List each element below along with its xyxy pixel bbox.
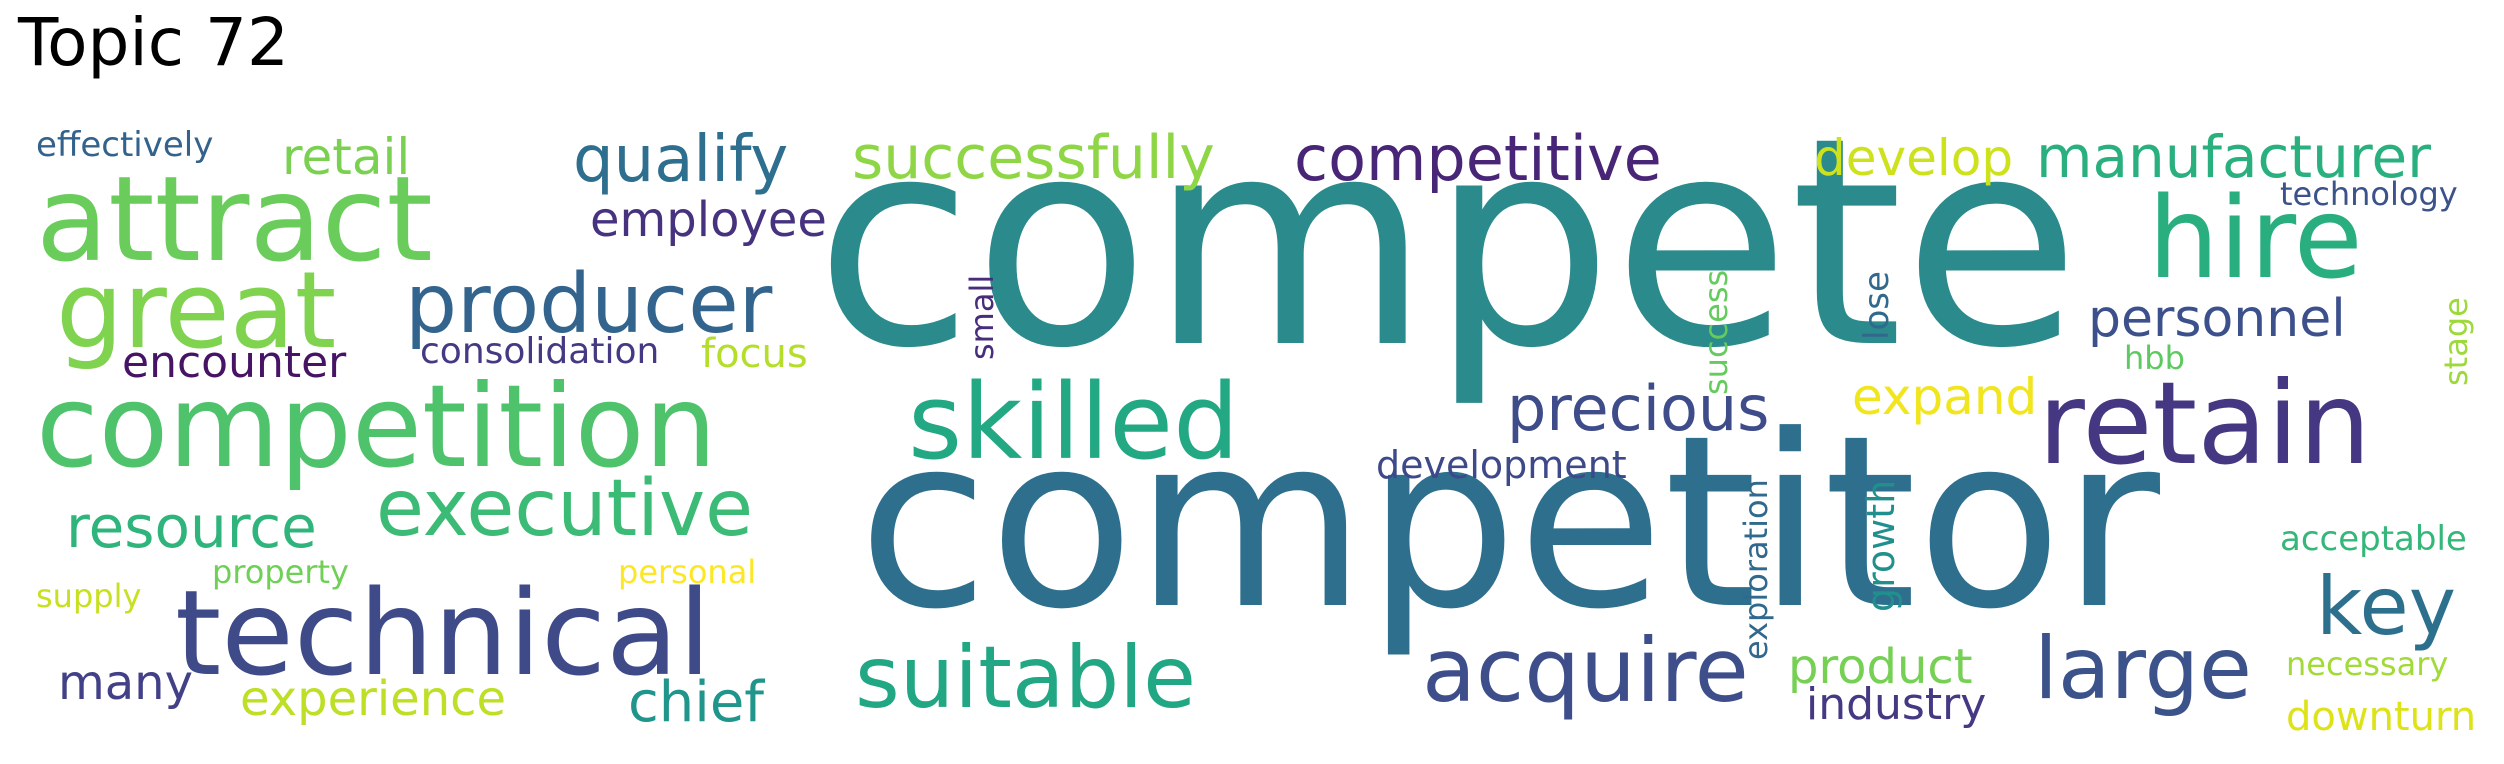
word-retain: retain xyxy=(2038,357,2371,490)
word-development: development xyxy=(1376,443,1627,487)
word-manufacturer: manufacturer xyxy=(2036,123,2432,191)
word-competition: competition xyxy=(36,360,717,493)
word-chief: chief xyxy=(628,670,765,735)
word-hbb: hbb xyxy=(2124,339,2185,377)
word-supply: supply xyxy=(36,577,142,615)
word-executive: executive xyxy=(376,464,754,554)
word-exploration: exploration xyxy=(1737,479,1775,660)
word-lose: lose xyxy=(1857,271,1897,340)
word-acceptable: acceptable xyxy=(2280,519,2467,559)
word-key: key xyxy=(2316,560,2457,653)
word-competitive: competitive xyxy=(1294,122,1662,195)
word-effectively: effectively xyxy=(36,125,214,165)
word-resource: resource xyxy=(66,493,317,561)
word-small: small xyxy=(963,274,1001,360)
figure-title: Topic 72 xyxy=(18,4,289,81)
word-suitable: suitable xyxy=(855,628,1197,728)
word-precious: precious xyxy=(1507,372,1770,445)
word-downturn: downturn xyxy=(2286,694,2477,740)
word-skilled: skilled xyxy=(908,361,1240,483)
word-hire: hire xyxy=(2148,174,2363,304)
word-great: great xyxy=(56,249,337,372)
word-stage: stage xyxy=(2437,297,2475,386)
word-technical: technical xyxy=(175,564,712,702)
word-success: success xyxy=(1697,269,1735,395)
word-property: property xyxy=(212,553,349,591)
word-expand: expand xyxy=(1852,368,2038,426)
word-experience: experience xyxy=(240,671,507,727)
word-many: many xyxy=(58,655,193,711)
word-necessary: necessary xyxy=(2286,645,2449,683)
word-growth: growth xyxy=(1859,479,1903,612)
word-encounter: encounter xyxy=(122,337,347,388)
word-compete: compete xyxy=(815,76,2081,411)
word-personnel: personnel xyxy=(2088,289,2346,349)
word-employee: employee xyxy=(590,192,827,248)
word-competitor: competitor xyxy=(858,385,2161,662)
word-large: large xyxy=(2034,619,2252,719)
word-retail: retail xyxy=(282,128,411,186)
word-personal: personal xyxy=(618,553,757,591)
word-qualify: qualify xyxy=(573,123,789,197)
word-producer: producer xyxy=(405,257,773,352)
word-consolidation: consolidation xyxy=(420,331,660,372)
word-successfully: successfully xyxy=(852,123,1215,193)
word-acquire: acquire xyxy=(1422,619,1749,722)
word-develop: develop xyxy=(1814,129,2014,187)
word-technology: technology xyxy=(2280,175,2458,213)
word-focus: focus xyxy=(701,331,808,377)
word-industry: industry xyxy=(1806,679,1987,730)
word-attract: attract xyxy=(36,150,433,288)
word-product: product xyxy=(1788,639,1973,695)
